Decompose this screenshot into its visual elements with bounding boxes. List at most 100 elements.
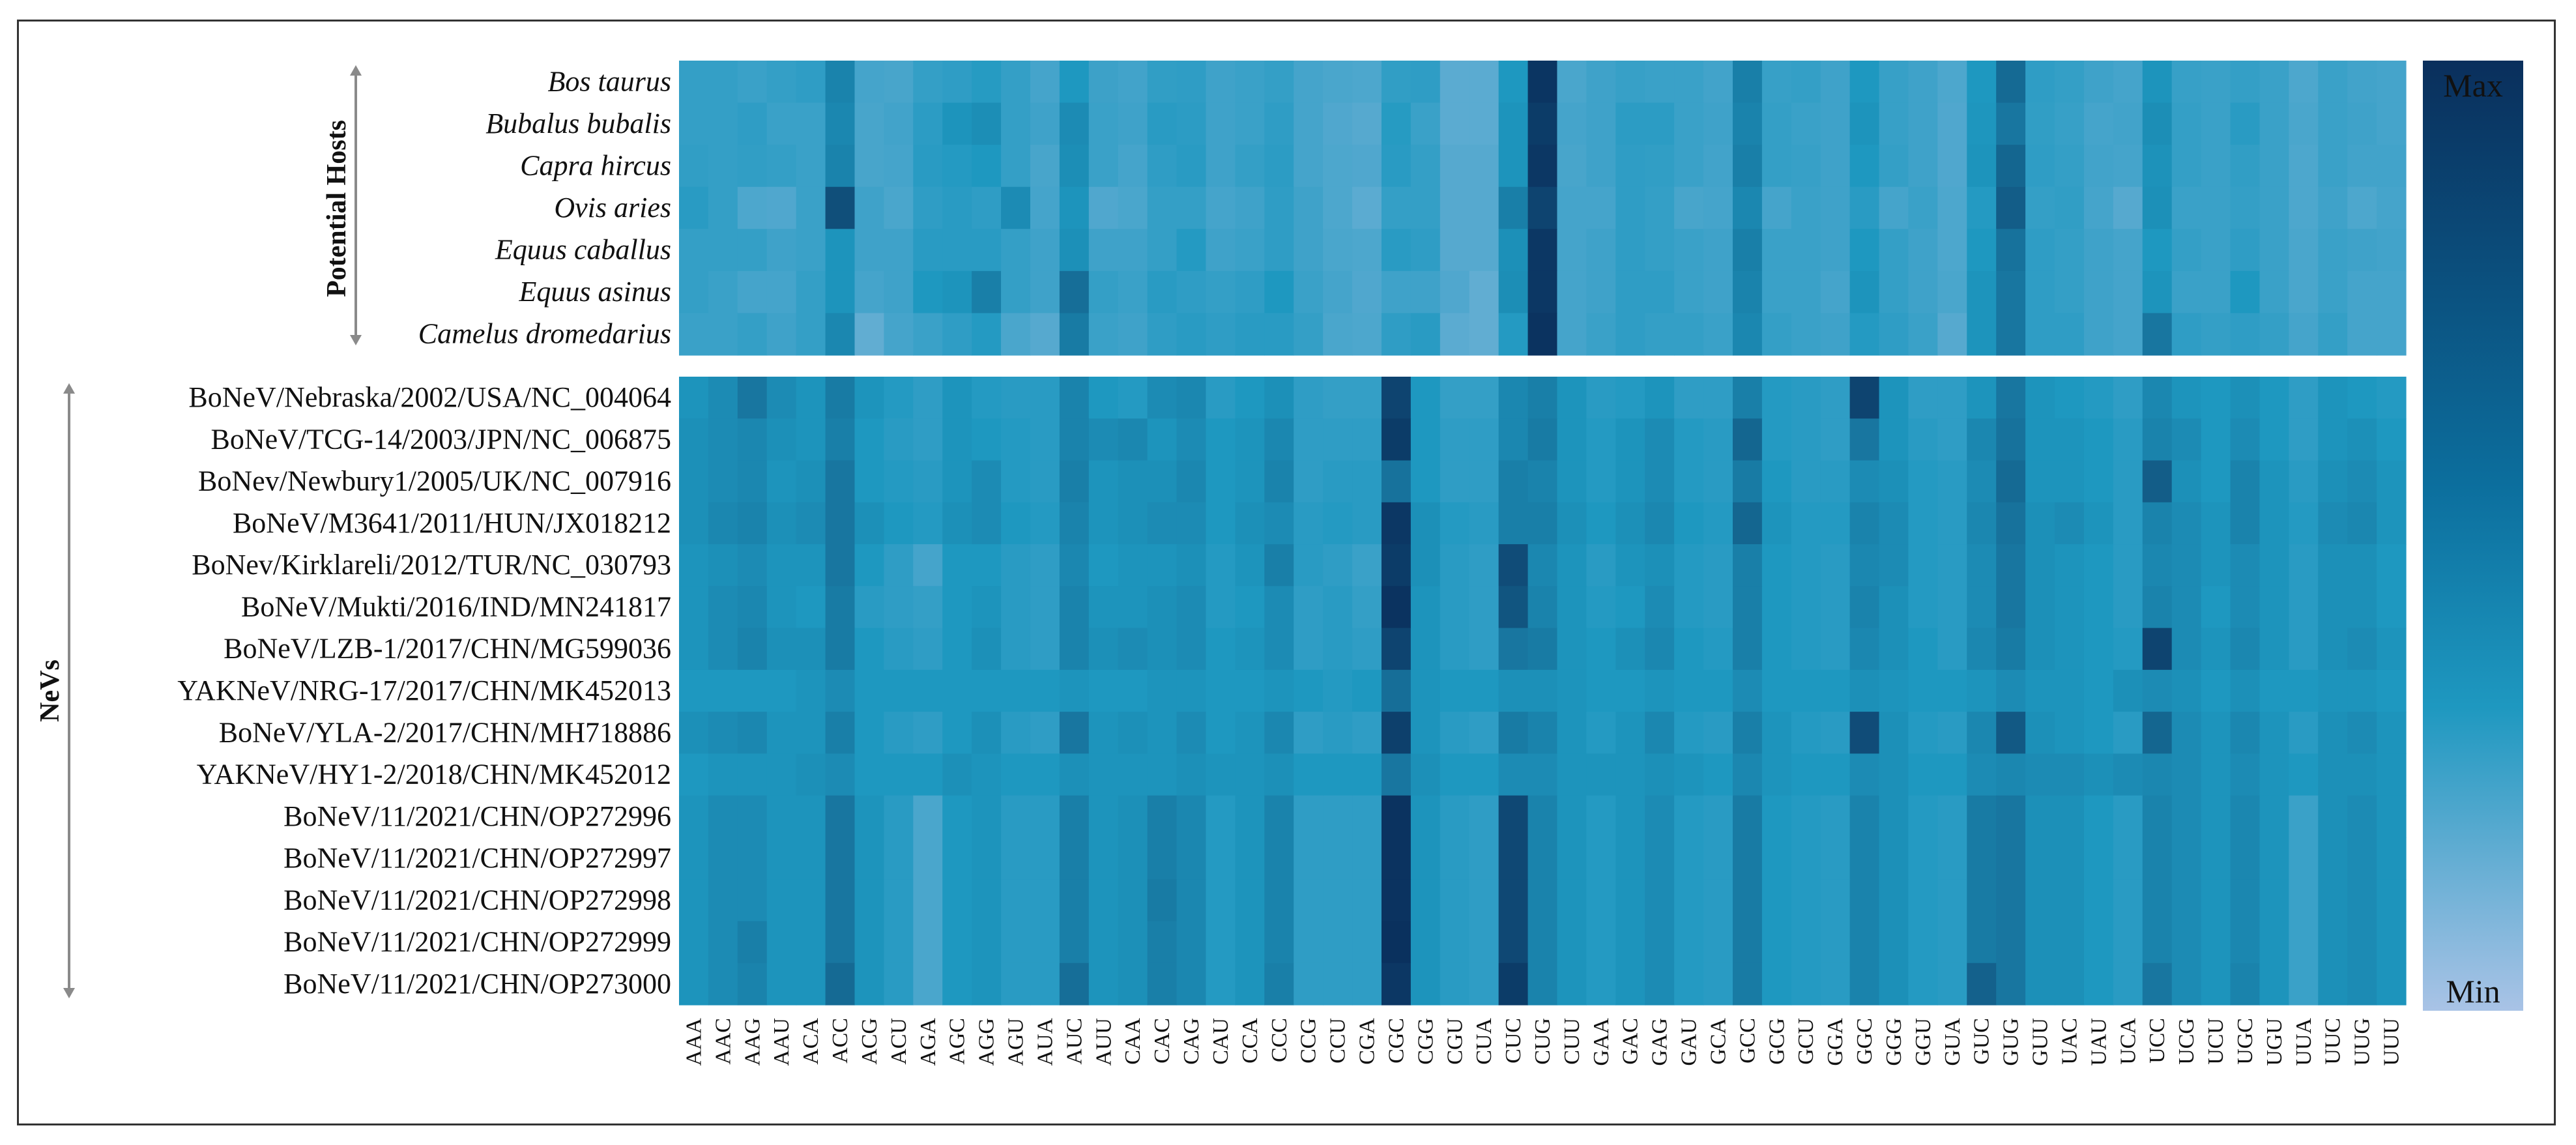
host-heatmap-cell [2318,313,2348,356]
host-heatmap-cell [1440,270,1470,314]
host-heatmap-cell [1323,186,1353,229]
host-heatmap-cell [1908,102,1938,145]
virus-heatmap-cell [2142,879,2173,922]
virus-heatmap-cell [972,795,1002,838]
virus-heatmap-cell [1791,669,1821,712]
host-heatmap-cell [1088,145,1119,188]
virus-heatmap-cell [1586,418,1616,461]
host-heatmap-cell [1381,313,1411,356]
virus-heatmap-cell [1820,544,1851,587]
host-heatmap-cell [1732,186,1763,229]
host-heatmap-cell [1176,145,1207,188]
virus-heatmap-cell [1820,669,1851,712]
virus-heatmap-cell [1527,879,1558,922]
virus-heatmap-cell [2171,712,2202,754]
virus-heatmap-cell [708,502,738,545]
virus-heatmap-cell [1294,628,1324,671]
virus-heatmap-cell [1469,963,1499,1006]
virus-heatmap-cell [2113,669,2143,712]
virus-heatmap-cell [1820,795,1851,838]
virus-heatmap-cell [1235,712,1265,754]
host-heatmap-cell [2377,145,2407,188]
codon-column-label: AUA [1033,1018,1057,1066]
virus-heatmap-cell [1440,963,1470,1006]
virus-heatmap-cell [2377,921,2407,964]
host-row-label: Equus asinus [519,276,671,308]
host-heatmap-cell [1235,102,1265,145]
codon-column-label: UCG [2175,1018,2199,1065]
virus-heatmap-cell [1147,712,1178,754]
virus-heatmap-cell [1967,837,1997,880]
host-heatmap-cell [1761,270,1792,314]
virus-heatmap-cell [1410,879,1441,922]
virus-heatmap-cell [1674,879,1704,922]
host-heatmap-cell [825,313,856,356]
host-heatmap-cell [737,270,768,314]
virus-heatmap-cell [2377,460,2407,503]
host-heatmap-cell [1557,61,1587,104]
host-heatmap-cell [2318,229,2348,272]
host-heatmap-cell [1615,102,1645,145]
virus-heatmap-cell [766,669,797,712]
virus-heatmap-cell [1440,712,1470,754]
virus-heatmap-cell [825,795,856,838]
virus-heatmap-cell [1264,837,1294,880]
virus-heatmap-cell [884,795,914,838]
host-heatmap-cell [1323,270,1353,314]
virus-heatmap-cell [1176,377,1207,419]
virus-heatmap-cell [1410,669,1441,712]
codon-column-label: GUC [1970,1018,1994,1065]
virus-heatmap-cell [766,921,797,964]
host-heatmap-cell [1059,229,1090,272]
virus-heatmap-cell [1352,628,1382,671]
host-heatmap-cell [708,102,738,145]
virus-heatmap-cell [1294,586,1324,629]
virus-heatmap-cell [942,795,972,838]
virus-heatmap-cell [1030,669,1060,712]
virus-heatmap-cell [1849,712,1880,754]
virus-row-label: BoNeV/LZB-1/2017/CHN/MG599036 [224,633,671,665]
virus-heatmap-cell [1118,669,1148,712]
host-heatmap-cell [2083,270,2114,314]
host-row-label: Bubalus bubalis [485,108,671,139]
virus-heatmap-cell [942,669,972,712]
virus-heatmap-cell [708,753,738,796]
host-heatmap-cell [1410,229,1441,272]
virus-heatmap-cell [854,963,885,1006]
virus-heatmap-cell [1703,963,1733,1006]
host-heatmap-cell [1294,145,1324,188]
codon-column-label: CUG [1531,1018,1555,1065]
virus-heatmap-cell [2377,753,2407,796]
virus-heatmap-cell [1645,628,1675,671]
host-heatmap-cell [2318,61,2348,104]
virus-heatmap-cell [1820,879,1851,922]
virus-heatmap-cell [1323,377,1353,419]
virus-heatmap-cell [1088,879,1119,922]
virus-heatmap-cell [2113,418,2143,461]
host-heatmap-cell [1381,186,1411,229]
host-heatmap-cell [2347,145,2377,188]
virus-heatmap-cell [1761,921,1792,964]
host-heatmap-cell [1118,229,1148,272]
virus-heatmap-cell [2083,418,2114,461]
host-heatmap-cell [1264,145,1294,188]
host-heatmap-cell [1118,61,1148,104]
host-heatmap-cell [1176,229,1207,272]
virus-heatmap-cell [884,712,914,754]
virus-heatmap-cell [1791,879,1821,922]
virus-heatmap-cell [1264,963,1294,1006]
host-heatmap-cell [2025,61,2055,104]
virus-heatmap-cell [2347,418,2377,461]
host-heatmap-cell [2113,186,2143,229]
virus-heatmap-cell [2142,586,2173,629]
virus-heatmap-cell [913,418,943,461]
codon-column-label: AAC [711,1018,735,1065]
virus-heatmap-cell [1030,544,1060,587]
host-heatmap-cell [942,61,972,104]
virus-heatmap-cell [2318,963,2348,1006]
host-heatmap-cell [679,186,709,229]
virus-heatmap-cell [825,586,856,629]
virus-heatmap-cell [1059,753,1090,796]
virus-heatmap-cell [2055,963,2085,1006]
virus-row-label: BoNeV/11/2021/CHN/OP272998 [283,884,671,916]
